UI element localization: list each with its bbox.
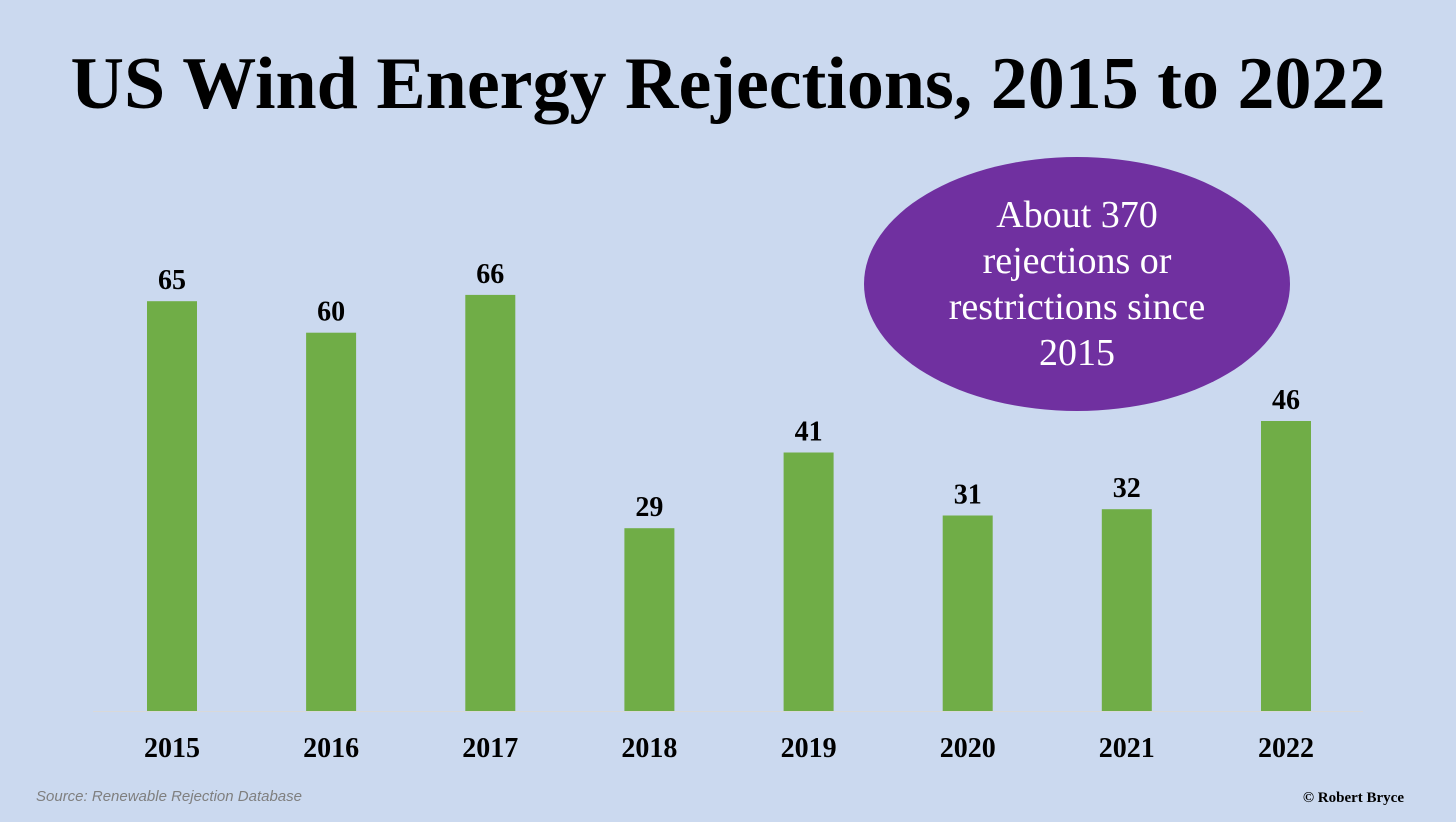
bar-2018 (624, 528, 675, 711)
x-tick-label-2022: 2022 (1258, 733, 1314, 764)
source-note: Source: Renewable Rejection Database (36, 788, 302, 805)
x-tick-label-2019: 2019 (781, 733, 837, 764)
value-label-2020: 31 (954, 480, 982, 511)
bar-2015 (147, 301, 197, 711)
x-axis-tick-labels: 2015 2016 2017 2018 2019 2020 2021 2022 (144, 733, 1314, 764)
bar-2021 (1101, 509, 1152, 711)
value-label-2018: 29 (635, 492, 663, 523)
bar-2017 (465, 294, 516, 711)
copyright-credit: © Robert Bryce (1302, 790, 1404, 806)
value-label-2019: 41 (795, 417, 823, 448)
x-tick-label-2018: 2018 (621, 733, 677, 764)
value-label-2022: 46 (1272, 385, 1300, 416)
x-tick-label-2020: 2020 (940, 733, 996, 764)
bar-2020 (942, 515, 993, 711)
annotation-text: About 370 rejections or restrictions sin… (948, 194, 1206, 374)
x-tick-label-2015: 2015 (144, 733, 200, 764)
bar-2022 (1261, 421, 1311, 711)
x-tick-label-2021: 2021 (1099, 733, 1155, 764)
value-label-2021: 32 (1113, 473, 1141, 504)
chart-title: US Wind Energy Rejections, 2015 to 2022 (70, 43, 1386, 125)
value-labels-group: 65 60 66 29 41 31 32 46 (158, 259, 1300, 523)
annotation-bubble: About 370 rejections or restrictions sin… (864, 157, 1290, 411)
value-label-2017: 66 (476, 259, 504, 290)
x-tick-label-2016: 2016 (303, 733, 359, 764)
bars-group (147, 294, 1311, 711)
value-label-2015: 65 (158, 265, 186, 296)
x-tick-label-2017: 2017 (462, 733, 518, 764)
bar-2019 (783, 452, 834, 711)
bar-2016 (306, 332, 357, 711)
value-label-2016: 60 (317, 297, 345, 328)
